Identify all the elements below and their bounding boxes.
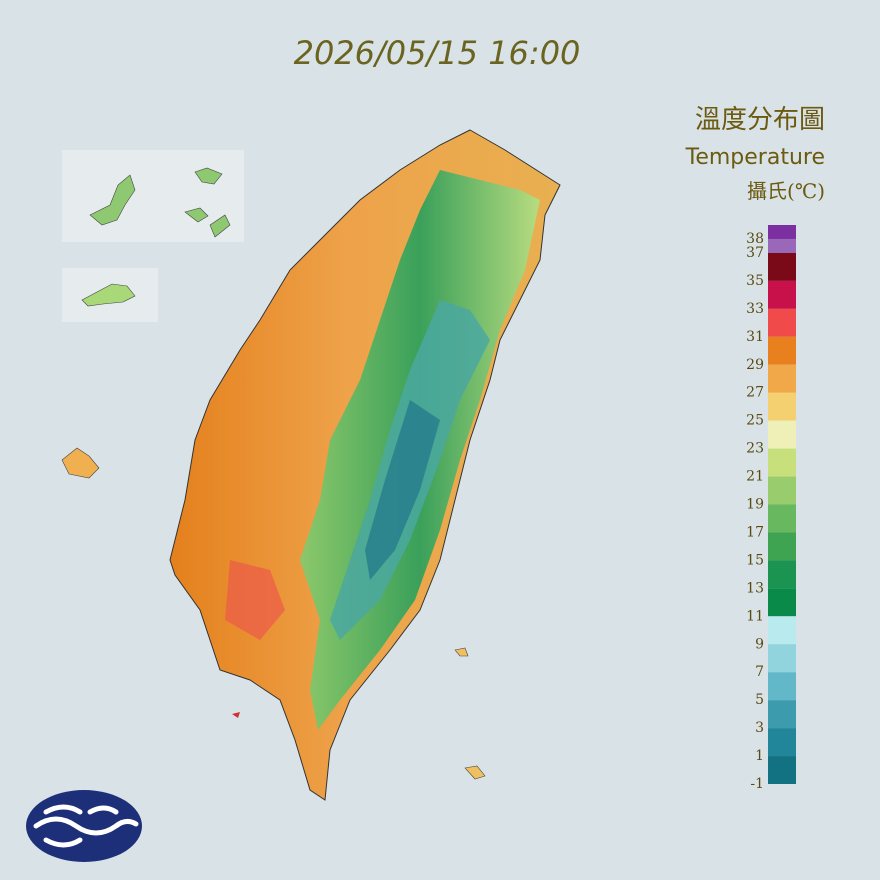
legend-label: 37 — [746, 245, 764, 261]
color-bin — [768, 756, 796, 784]
legend-label: 15 — [746, 552, 764, 568]
legend-label: 13 — [746, 580, 764, 596]
color-bin — [768, 336, 796, 365]
legend-label: 19 — [746, 497, 764, 513]
legend-label: 1 — [755, 748, 764, 764]
color-bin — [768, 532, 796, 561]
color-bin — [768, 225, 796, 239]
legend-label: 25 — [746, 413, 764, 429]
color-bin — [768, 644, 796, 673]
color-bin — [768, 420, 796, 449]
color-bin — [768, 504, 796, 533]
summits — [365, 400, 440, 580]
legend-label: 38 — [746, 231, 764, 247]
island — [61, 447, 100, 479]
legend-unit: 攝氏(℃) — [747, 179, 825, 203]
timestamp: 2026/05/15 16:00 — [294, 34, 581, 72]
color-bin — [768, 476, 796, 505]
legend-label: 17 — [746, 524, 764, 540]
legend-label: -1 — [750, 776, 764, 792]
legend-label: 11 — [746, 608, 764, 624]
legend-label: 7 — [755, 664, 764, 680]
color-bin — [768, 560, 796, 589]
insets — [61, 150, 486, 780]
taiwan — [169, 129, 561, 801]
color-bin — [768, 448, 796, 477]
logo-badge — [26, 790, 142, 862]
island — [232, 712, 240, 718]
legend-label: 5 — [755, 692, 764, 708]
color-bin — [768, 364, 796, 393]
color-bin — [768, 700, 796, 729]
legend-label: 23 — [746, 441, 764, 457]
color-bin — [768, 588, 796, 617]
logo — [26, 790, 142, 862]
color-bin — [768, 280, 796, 309]
color-bin — [768, 616, 796, 645]
legend-label: 35 — [746, 273, 764, 289]
color-bin — [768, 728, 796, 757]
legend-subtitle: Temperature — [685, 145, 825, 170]
color-bin — [768, 308, 796, 337]
color-bin — [768, 392, 796, 421]
island — [89, 174, 136, 226]
color-bin — [768, 672, 796, 701]
legend-label: 31 — [746, 329, 764, 345]
island — [194, 167, 223, 185]
color-bin — [768, 252, 796, 281]
legend-label: 21 — [746, 469, 764, 485]
legend-label: 9 — [755, 636, 764, 652]
legend-label: 33 — [746, 301, 764, 317]
island — [454, 647, 486, 780]
legend-title: 溫度分布圖 — [695, 105, 825, 135]
hot-spot — [225, 560, 285, 640]
logo-swirl — [33, 804, 139, 848]
legend-label: 3 — [755, 720, 764, 736]
color-bin — [768, 238, 796, 253]
island — [184, 207, 231, 238]
legend-label: 27 — [746, 385, 764, 401]
legend-label: 29 — [746, 357, 764, 373]
island — [81, 283, 136, 307]
